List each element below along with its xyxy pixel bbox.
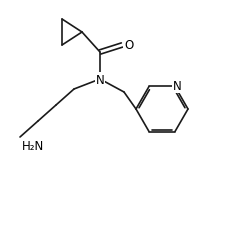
Text: N: N [172,80,181,93]
Text: H₂N: H₂N [22,139,44,152]
Text: N: N [95,73,104,86]
Text: O: O [124,38,133,51]
